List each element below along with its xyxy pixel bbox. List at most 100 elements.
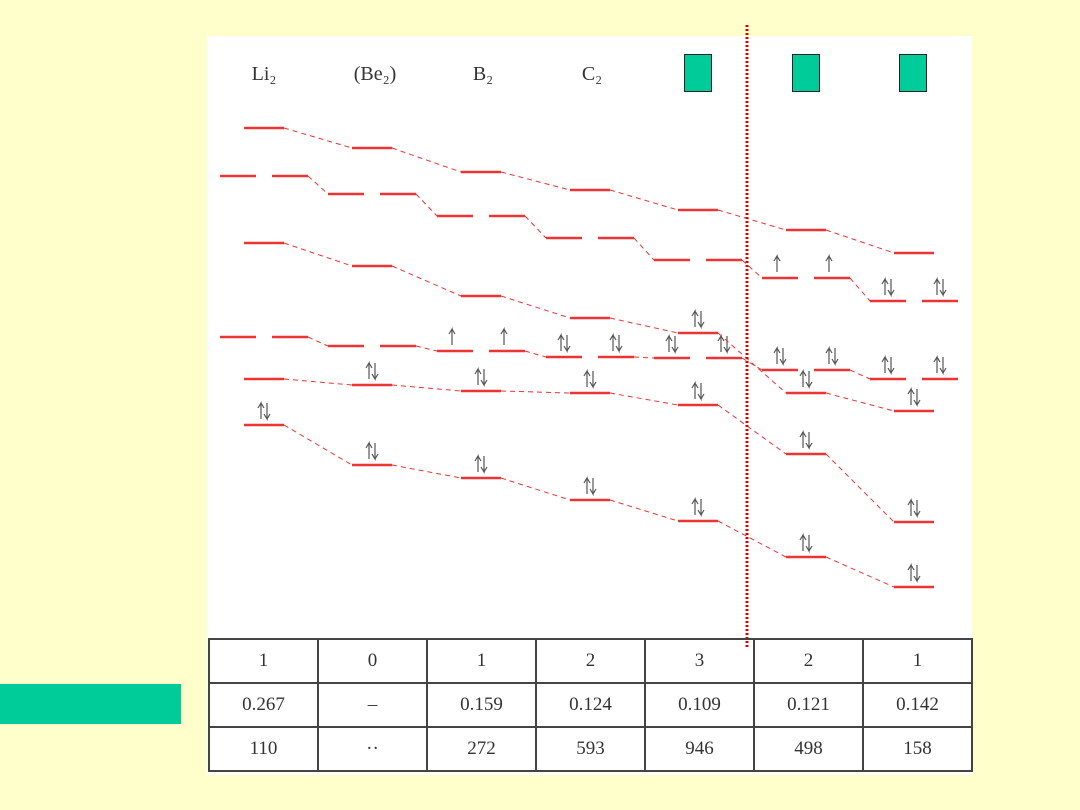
cover-box [684, 54, 712, 92]
electron [825, 345, 833, 364]
electron [805, 371, 813, 390]
connector [825, 392, 895, 412]
connector [391, 147, 462, 173]
electron [825, 253, 833, 272]
electron [933, 354, 941, 373]
connector [500, 390, 571, 394]
electron [697, 499, 705, 518]
electron [583, 368, 591, 387]
molecule-label: B₂ [473, 63, 493, 85]
electron [615, 335, 623, 354]
electron [913, 565, 921, 584]
connector [741, 259, 763, 279]
connector [500, 171, 571, 191]
table-cell: 158 [862, 726, 973, 772]
table-cell: 110 [208, 726, 319, 772]
connector [307, 336, 329, 347]
electron [717, 333, 725, 352]
electron [474, 366, 482, 385]
table-cell: 498 [753, 726, 864, 772]
electron [691, 496, 699, 515]
molecule-label: C₂ [582, 63, 602, 85]
electron [799, 532, 807, 551]
electron [723, 336, 731, 355]
electron [907, 562, 915, 581]
electron [773, 253, 781, 272]
table-cell: 0.159 [426, 682, 537, 728]
connector [500, 295, 571, 319]
connector [825, 229, 895, 254]
connector [633, 237, 655, 261]
cover-box [792, 54, 820, 92]
molecule-label: (Be₂) [354, 63, 397, 85]
electron [474, 453, 482, 472]
connector [283, 424, 353, 466]
electron [257, 400, 265, 419]
table-cell: 946 [644, 726, 755, 772]
table-cell: 1 [426, 638, 537, 684]
electron [799, 429, 807, 448]
connector [825, 556, 895, 588]
electron [371, 363, 379, 382]
connector [524, 350, 547, 358]
connector [717, 404, 787, 455]
electron [480, 456, 488, 475]
electron [773, 345, 781, 364]
electron [691, 308, 699, 327]
electron [263, 403, 271, 422]
electron [805, 432, 813, 451]
electron [939, 357, 947, 376]
connector [391, 384, 462, 392]
electron [939, 279, 947, 298]
connector [717, 332, 787, 394]
table-cell: 2 [535, 638, 646, 684]
levels [220, 126, 958, 589]
cover-box [899, 54, 927, 92]
table-cell: 1 [862, 638, 973, 684]
electron [480, 369, 488, 388]
connector [307, 175, 329, 195]
connector [500, 477, 571, 501]
electron [907, 497, 915, 516]
connector [717, 209, 787, 231]
table-cell: 3 [644, 638, 755, 684]
connector [283, 127, 353, 149]
table-cell: 1 [208, 638, 319, 684]
electron [831, 348, 839, 367]
connector [283, 378, 353, 386]
electron [779, 348, 787, 367]
table-cell: 2 [753, 638, 864, 684]
electron [691, 380, 699, 399]
electron [557, 332, 565, 351]
electron [805, 535, 813, 554]
table-cell: 272 [426, 726, 537, 772]
table-cell: 0.121 [753, 682, 864, 728]
table-cell: 0.124 [535, 682, 646, 728]
electron [799, 368, 807, 387]
connector [283, 242, 353, 267]
electron [371, 443, 379, 462]
property-table: 1 0 1 2 3 2 1 0.267–0.159 0.124 0.109 0.121 0.142 11… [208, 638, 973, 772]
electron [609, 332, 617, 351]
table-cell: 593 [535, 726, 646, 772]
electron [365, 360, 373, 379]
electron [448, 326, 456, 345]
connector [391, 265, 462, 297]
electron [881, 276, 889, 295]
molecule-label: Li₂ [252, 63, 277, 85]
table-cell: 0.267 [208, 682, 319, 728]
connector [609, 392, 679, 406]
electron [887, 279, 895, 298]
electron [563, 335, 571, 354]
electron [671, 336, 679, 355]
electron [365, 440, 373, 459]
electron [665, 333, 673, 352]
connector [633, 356, 655, 359]
connector [609, 189, 679, 211]
connector [717, 520, 787, 558]
table-row: 110 ·· 272 593 946 498 158 [208, 726, 973, 772]
connector [609, 317, 679, 334]
table-row: 0.267–0.159 0.124 0.109 0.121 0.142 [208, 682, 973, 728]
